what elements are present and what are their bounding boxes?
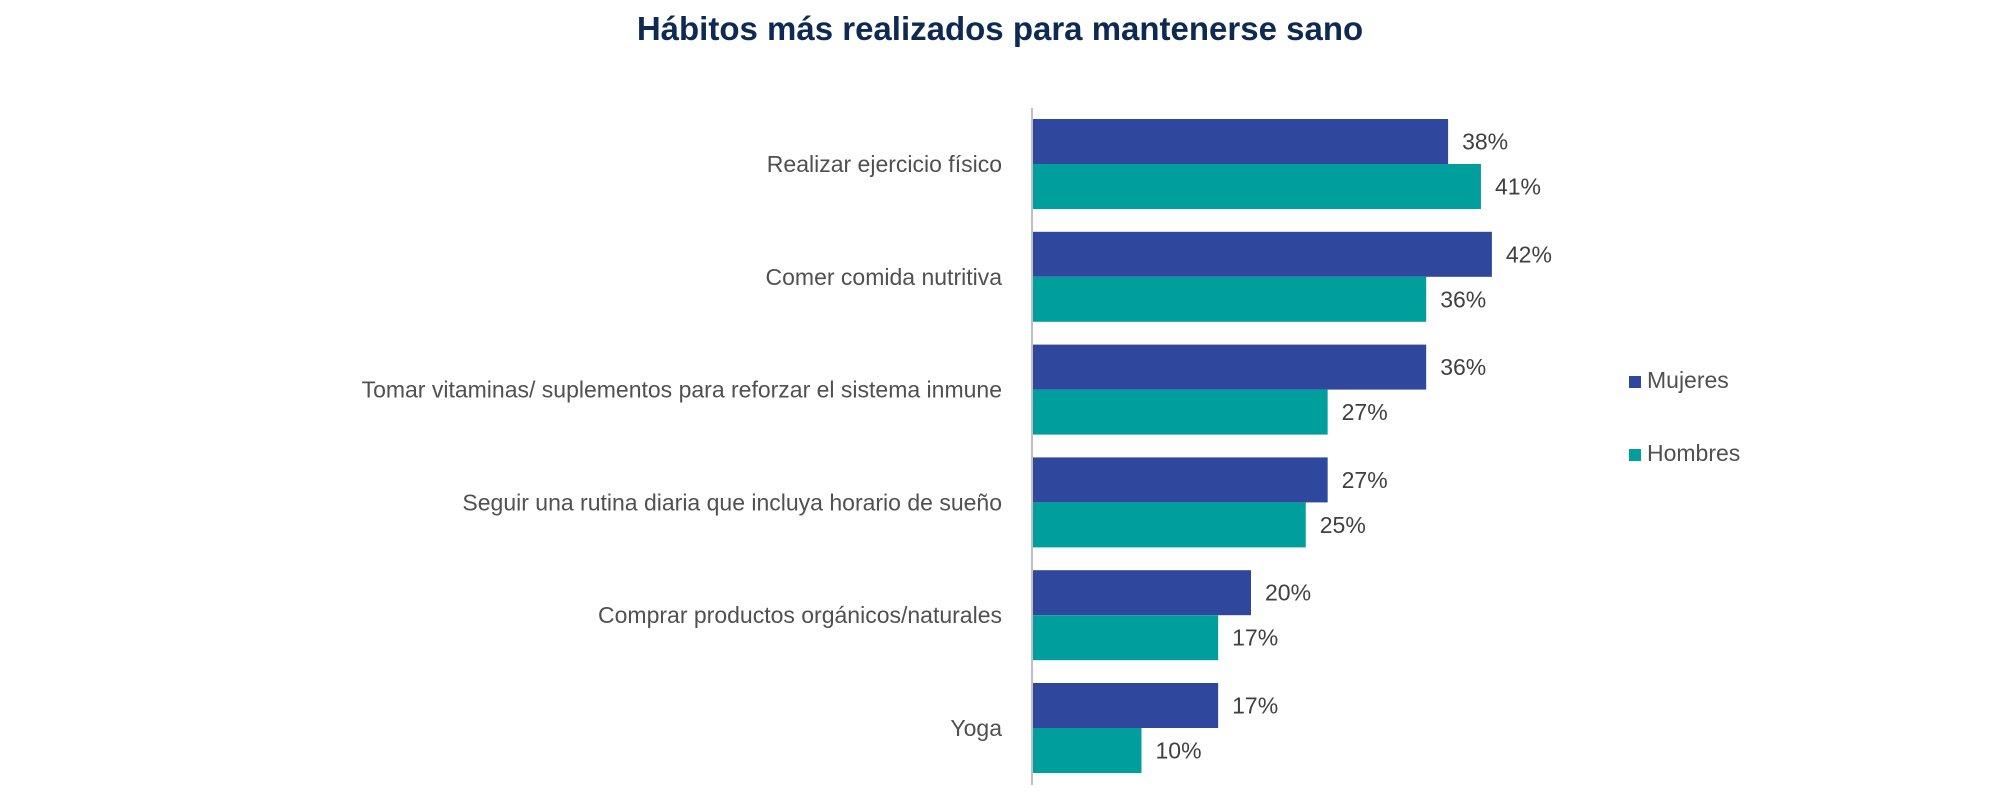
- bars-layer: Realizar ejercicio físico 38% 41% Comer com…: [362, 119, 1552, 773]
- bar-mujeres: [1032, 344, 1427, 390]
- data-label-mujeres: 42%: [1506, 241, 1552, 267]
- bar-mujeres: [1032, 119, 1449, 164]
- data-label-hombres: 17%: [1232, 625, 1278, 651]
- legend-swatch-mujeres: [1629, 376, 1641, 388]
- bar-mujeres: [1032, 457, 1328, 503]
- data-label-hombres: 10%: [1156, 738, 1202, 764]
- data-label-mujeres: 27%: [1342, 467, 1388, 493]
- legend-label-mujeres: Mujeres: [1647, 367, 1729, 393]
- bar-hombres: [1032, 389, 1328, 435]
- legend: Mujeres Hombres: [1629, 367, 1740, 466]
- bar-hombres: [1032, 276, 1427, 322]
- bar-hombres: [1032, 502, 1306, 548]
- legend-swatch-hombres: [1629, 449, 1641, 461]
- bar-mujeres: [1032, 683, 1219, 728]
- category-label: Tomar vitaminas/ suplementos para reforz…: [362, 377, 1002, 403]
- bar-mujeres: [1032, 231, 1492, 277]
- data-label-mujeres: 36%: [1440, 354, 1486, 380]
- data-label-hombres: 36%: [1440, 286, 1486, 312]
- data-label-mujeres: 20%: [1265, 580, 1311, 606]
- category-label: Comprar productos orgánicos/naturales: [598, 602, 1002, 628]
- data-label-mujeres: 38%: [1462, 129, 1508, 155]
- bar-hombres: [1032, 615, 1219, 661]
- data-label-mujeres: 17%: [1232, 693, 1278, 719]
- category-label: Yoga: [950, 715, 1002, 741]
- data-label-hombres: 25%: [1320, 512, 1366, 538]
- category-label: Comer comida nutritiva: [766, 264, 1003, 290]
- data-label-hombres: 41%: [1495, 174, 1541, 200]
- legend-label-hombres: Hombres: [1647, 440, 1740, 466]
- category-label: Realizar ejercicio físico: [767, 151, 1002, 177]
- bar-mujeres: [1032, 570, 1251, 616]
- bar-hombres: [1032, 728, 1142, 773]
- bar-hombres: [1032, 164, 1481, 209]
- chart-title: Hábitos más realizados para mantenerse s…: [636, 10, 1364, 47]
- data-label-hombres: 27%: [1342, 399, 1388, 425]
- category-label: Seguir una rutina diaria que incluya hor…: [462, 489, 1002, 515]
